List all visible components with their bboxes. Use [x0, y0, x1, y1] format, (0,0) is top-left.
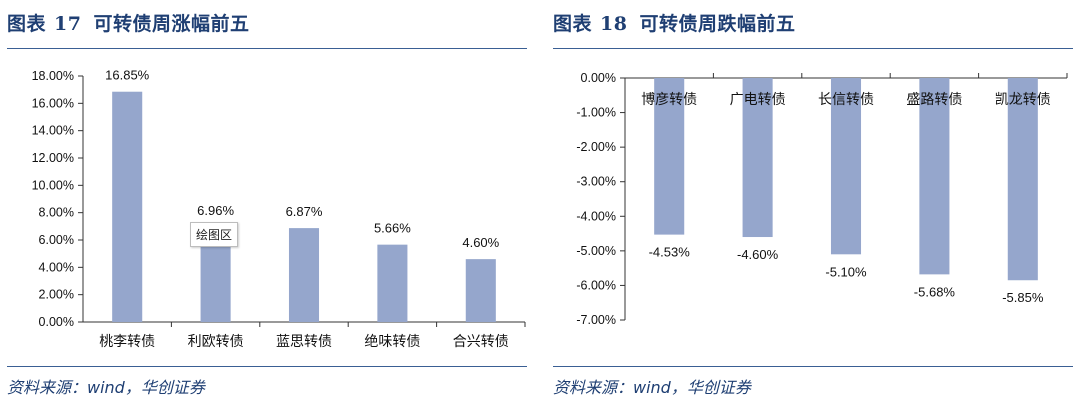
category-label: 利欧转债 — [188, 333, 244, 349]
bar — [919, 78, 950, 275]
y-tick-label: 18.00% — [32, 69, 74, 83]
figure-caption: 可转债周涨幅前五 — [93, 13, 250, 35]
category-label: 蓝思转债 — [276, 333, 332, 349]
data-label: 5.66% — [374, 221, 411, 236]
data-label: 6.87% — [286, 204, 323, 219]
weekly-gain-top5-chart[interactable]: 0.00% 2.00% 4.00% 6.00% 8.00% 10.00% 12.00% 14.… — [7, 52, 527, 364]
figure-number: 17 — [54, 13, 82, 35]
category-label: 合兴转债 — [453, 333, 509, 349]
data-label: -5.68% — [914, 284, 956, 299]
y-tick-label: 12.00% — [32, 151, 74, 165]
data-label: 6.96% — [197, 203, 234, 218]
y-tick-label: -7.00% — [576, 313, 616, 327]
category-label: 长信转债 — [818, 91, 874, 107]
figure-title: 图表 18 可转债周跌幅前五 — [553, 9, 795, 36]
bar — [1007, 78, 1038, 281]
data-label: -5.85% — [1002, 290, 1044, 305]
right-figure-panel: 图表 18 可转债周跌幅前五 0.00% -1.00% -2.00% -3.00% -4.0… — [553, 0, 1073, 405]
y-tick-label: 10.00% — [32, 178, 74, 192]
data-label: -5.10% — [825, 264, 867, 279]
top-rule — [553, 48, 1073, 49]
left-figure-panel: 图表 17 可转债周涨幅前五 0.00% 2.00% 4.00% 6.00% 8.00% 10… — [7, 0, 527, 405]
y-tick-label: 8.00% — [39, 206, 74, 220]
bar — [288, 228, 320, 322]
y-tick-label: -2.00% — [576, 140, 616, 154]
source-note: 资料来源：wind，华创证券 — [553, 378, 751, 397]
category-label: 凯龙转债 — [995, 91, 1051, 107]
bar — [742, 78, 773, 238]
y-tick-label: -4.00% — [576, 209, 616, 223]
y-tick-label: -1.00% — [576, 106, 616, 120]
bar — [377, 244, 408, 322]
data-label: 4.60% — [462, 235, 499, 250]
data-label: -4.60% — [737, 247, 779, 262]
bar — [112, 91, 143, 322]
data-label: 16.85% — [105, 68, 150, 83]
figure-number: 18 — [600, 13, 628, 35]
figure-title: 图表 17 可转债周涨幅前五 — [7, 9, 249, 36]
y-tick-label: -3.00% — [576, 175, 616, 189]
figure-label: 图表 — [553, 13, 593, 35]
y-tick-label: 16.00% — [32, 96, 74, 110]
weekly-decline-top5-chart[interactable]: 0.00% -1.00% -2.00% -3.00% -4.00% -5.00% -6.00… — [553, 52, 1073, 364]
bar — [465, 259, 496, 322]
bottom-rule — [7, 366, 527, 367]
y-tick-label: 0.00% — [581, 71, 616, 85]
figure-label: 图表 — [7, 13, 47, 35]
y-tick-label: 14.00% — [32, 124, 74, 138]
category-label: 广电转债 — [730, 91, 786, 107]
y-tick-label: -6.00% — [576, 278, 616, 292]
y-tick-label: -5.00% — [576, 244, 616, 258]
bar — [830, 78, 862, 255]
y-tick-label: 4.00% — [39, 260, 74, 274]
bar — [654, 78, 685, 235]
top-rule — [7, 48, 527, 49]
category-label: 桃李转债 — [99, 333, 155, 349]
category-label: 盛路转债 — [906, 91, 962, 107]
plot-area-tooltip: 绘图区 — [190, 222, 239, 247]
y-tick-label: 2.00% — [39, 288, 74, 302]
y-tick-label: 6.00% — [39, 233, 74, 247]
figure-caption: 可转债周跌幅前五 — [639, 13, 796, 35]
category-label: 绝味转债 — [364, 333, 420, 349]
data-label: -4.53% — [649, 245, 691, 260]
source-note: 资料来源：wind，华创证券 — [7, 378, 205, 397]
category-label: 博彦转债 — [641, 91, 697, 107]
bottom-rule — [553, 366, 1073, 367]
y-tick-label: 0.00% — [39, 315, 74, 329]
